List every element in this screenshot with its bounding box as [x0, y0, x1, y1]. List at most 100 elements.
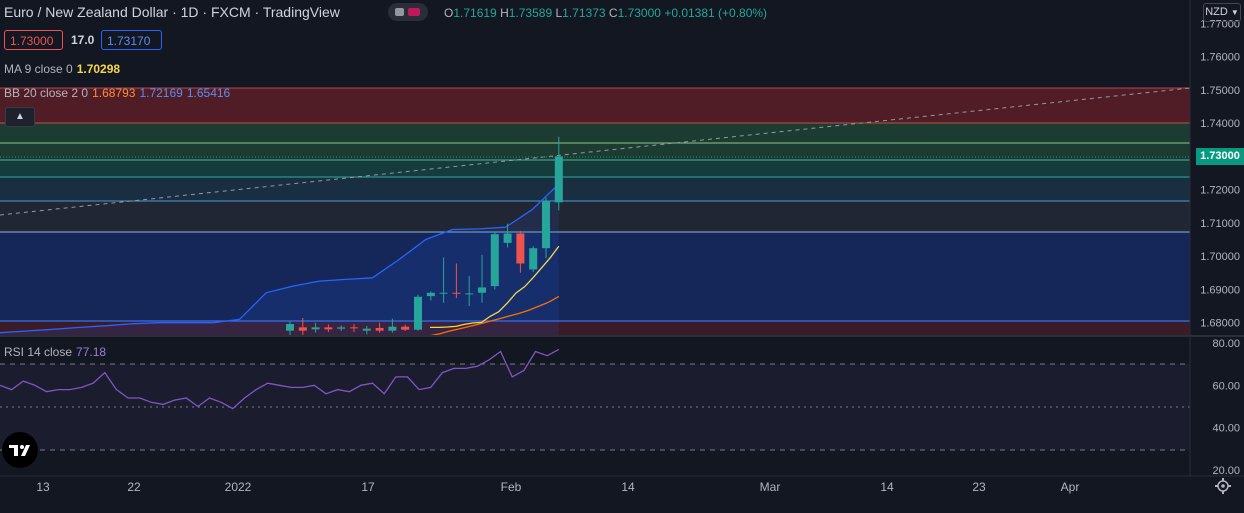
price-tick-label: 1.68000 — [1200, 318, 1240, 330]
bb-basis-value: 1.68793 — [92, 86, 136, 100]
candle-body — [414, 296, 422, 330]
ohlc-close-label: C — [608, 6, 618, 20]
time-axis[interactable]: 13 22 2022 17 Feb 14 Mar 14 23 Apr — [36, 480, 1079, 494]
candle-body — [401, 326, 410, 330]
price-pane-background — [0, 87, 1191, 336]
ma-label: MA 9 close 0 — [4, 62, 73, 76]
candle-body — [465, 293, 474, 295]
candle-body — [554, 156, 563, 203]
candle-body — [388, 326, 397, 331]
time-tick-label: 14 — [621, 480, 635, 494]
ohlc-high-label: H — [500, 6, 509, 20]
ohlc-open-value: 1.71619 — [453, 6, 497, 20]
zone-red-bottom — [0, 322, 1190, 336]
sell-button[interactable]: 1.73000 — [4, 30, 63, 50]
price-tick-label: 1.71000 — [1200, 218, 1240, 230]
currency-label: NZD — [1205, 6, 1228, 18]
current-price-label: 1.73000 — [1196, 148, 1244, 165]
ma-line — [430, 245, 560, 329]
rsi-line — [0, 348, 560, 410]
price-tick-label: 1.72000 — [1200, 185, 1240, 197]
rsi-polyline — [0, 348, 560, 410]
candle-body — [362, 328, 371, 331]
tradingview-logo[interactable] — [2, 432, 38, 468]
chevron-down-icon: ▼ — [1230, 8, 1239, 17]
bb-upper-value: 1.72169 — [139, 86, 183, 100]
candle-body — [490, 234, 499, 287]
zone-red-top — [0, 88, 1190, 123]
rsi-tick-label: 80.00 — [1212, 338, 1240, 350]
moving-average — [430, 245, 560, 329]
price-tick-label: 1.70000 — [1200, 251, 1240, 263]
rsi-legend[interactable]: RSI 14 close 77.18 — [4, 345, 106, 359]
time-tick-label: Mar — [760, 480, 781, 494]
ohlc-low-label: L — [555, 6, 563, 20]
bb-legend[interactable]: BB 20 close 2 0 1.68793 1.72169 1.65416 — [4, 86, 230, 100]
zone-teal — [0, 158, 1190, 178]
bb-upper-line — [0, 183, 560, 334]
toggle-active-icon — [408, 8, 420, 16]
ohlc-high-value: 1.73589 — [508, 6, 553, 20]
price-tick-label: 1.69000 — [1200, 284, 1240, 296]
chart-title: Euro / New Zealand Dollar · 1D · FXCM · … — [4, 4, 340, 20]
zone-blue — [0, 232, 1190, 322]
ma-value: 1.70298 — [76, 62, 121, 76]
rsi-value: 77.18 — [76, 345, 107, 359]
chart-title-text: Euro / New Zealand Dollar · 1D · FXCM · … — [4, 4, 340, 20]
candle-body — [426, 292, 435, 297]
ohlc-low-value: 1.71373 — [562, 6, 606, 20]
time-tick-label: 14 — [880, 480, 894, 494]
candle-body — [516, 233, 525, 264]
rsi-tick-label: 60.00 — [1212, 380, 1240, 392]
time-tick-label: 22 — [127, 480, 141, 494]
chevron-up-icon: ▲ — [15, 111, 25, 122]
rsi-axis[interactable]: 80.00 60.00 40.00 20.00 — [1212, 338, 1240, 477]
price-tick-label: 1.75000 — [1200, 85, 1240, 97]
tradingview-logo-icon — [9, 445, 30, 456]
bollinger-bands — [0, 183, 560, 337]
candle-body — [298, 327, 307, 331]
time-tick-label: 13 — [36, 480, 50, 494]
buy-button[interactable]: 1.73170 — [101, 30, 162, 50]
time-tick-label: 2022 — [225, 480, 252, 494]
bb-lower-value: 1.65416 — [186, 86, 231, 100]
ohlc-readout: O1.71619 H1.73589 L1.71373 C1.73000 +0.0… — [444, 6, 767, 20]
candle-body — [375, 328, 384, 331]
price-axis[interactable]: 1.770001.760001.750001.740001.720001.710… — [1200, 18, 1240, 329]
candle-body — [452, 292, 461, 294]
rsi-tick-label: 20.00 — [1212, 465, 1240, 477]
visibility-toggle[interactable] — [388, 3, 428, 21]
price-tick-label: 1.74000 — [1200, 118, 1240, 130]
candle-body — [324, 327, 333, 330]
time-tick-label: Apr — [1061, 480, 1080, 494]
candle-body — [337, 327, 346, 329]
candle-body — [529, 248, 538, 270]
rsi-pane — [0, 348, 1190, 451]
ohlc-close-value: 1.73000 — [617, 6, 661, 20]
ohlc-open-label: O — [444, 6, 454, 20]
settings-gear-icon[interactable] — [1215, 478, 1231, 494]
time-tick-label: 17 — [361, 480, 375, 494]
toggle-eye-icon — [395, 8, 404, 16]
ohlc-change-value: +0.01381 (+0.80%) — [664, 6, 768, 20]
ma-legend[interactable]: MA 9 close 0 1.70298 — [4, 62, 120, 76]
zone-steel — [0, 178, 1190, 201]
bb-label: BB 20 close 2 0 — [4, 86, 89, 100]
candle-body — [503, 233, 512, 243]
price-tick-label: 1.76000 — [1200, 52, 1240, 64]
candle-body — [439, 292, 448, 294]
candle-body — [311, 327, 320, 330]
currency-selector[interactable]: NZD ▼ — [1203, 3, 1241, 22]
candles — [286, 136, 563, 336]
rsi-tick-label: 40.00 — [1212, 423, 1240, 435]
candle-body — [286, 324, 294, 331]
collapse-legend-button[interactable]: ▲ — [5, 107, 35, 127]
time-tick-label: Feb — [501, 480, 522, 494]
time-tick-label: 23 — [972, 480, 986, 494]
rsi-label: RSI 14 close — [4, 345, 73, 359]
candle-body — [542, 200, 550, 249]
zone-green — [0, 123, 1190, 158]
candle-body — [478, 287, 486, 293]
bb-basis-line — [429, 295, 560, 337]
